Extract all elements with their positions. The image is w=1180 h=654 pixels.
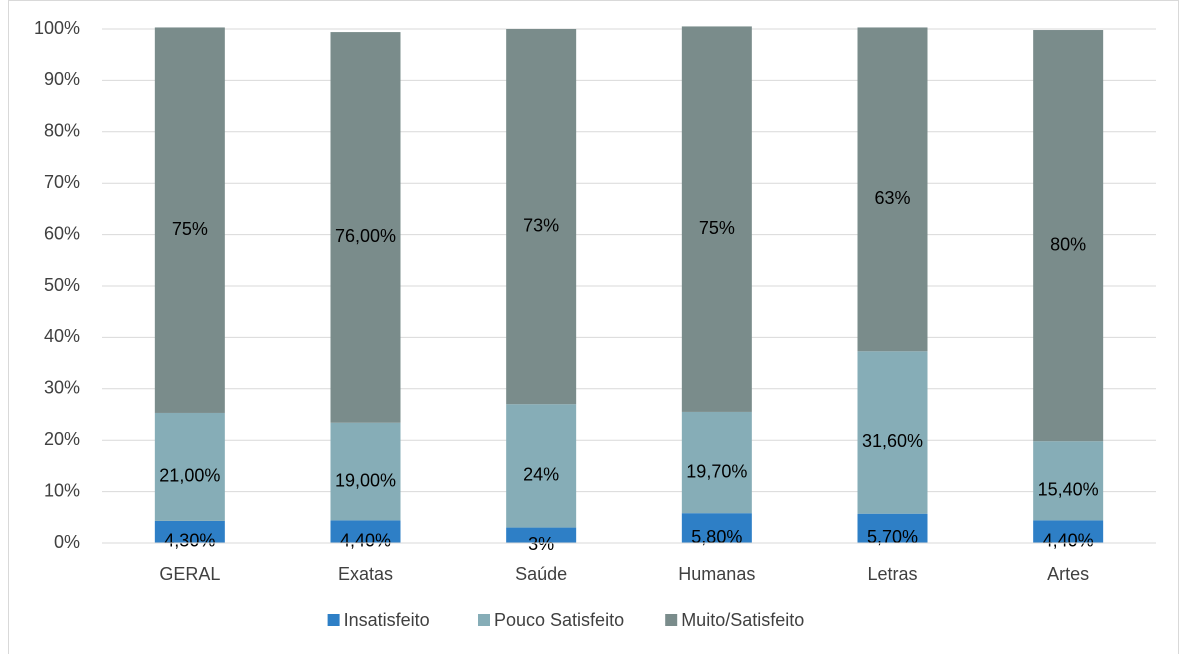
bar-segment	[330, 32, 401, 423]
bar-segment	[330, 520, 401, 543]
legend-swatch	[327, 614, 340, 626]
data-label: 5,70%	[867, 527, 918, 547]
bar-segment	[1033, 441, 1104, 521]
data-label: 4,40%	[340, 530, 391, 550]
bar-segment	[857, 513, 928, 543]
x-tick-label: Artes	[1047, 564, 1089, 584]
y-tick-label: 20%	[44, 429, 80, 449]
data-label: 4,40%	[1043, 530, 1094, 550]
data-label: 5,80%	[691, 527, 742, 547]
legend-swatch	[478, 614, 490, 626]
data-label: 80%	[1050, 234, 1086, 254]
legend-label: Insatisfeito	[344, 610, 430, 630]
bar-segment	[1033, 30, 1104, 442]
bar-segment	[154, 27, 225, 413]
y-tick-label: 100%	[34, 18, 80, 38]
data-label: 75%	[172, 219, 208, 239]
bar-segment	[506, 404, 577, 528]
y-tick-label: 80%	[44, 121, 80, 141]
bar-segment	[1033, 520, 1104, 543]
y-tick-label: 50%	[44, 275, 80, 295]
legend-label: Pouco Satisfeito	[494, 610, 624, 630]
bar-segment	[154, 412, 225, 521]
legend-label: Muito/Satisfeito	[681, 610, 804, 630]
y-tick-label: 30%	[44, 378, 80, 398]
bar-segment	[506, 527, 577, 543]
data-label: 24%	[523, 465, 559, 485]
data-label: 3%	[528, 534, 554, 554]
bar-segment	[681, 513, 752, 543]
x-tick-label: Saúde	[515, 564, 567, 584]
x-tick-label: Exatas	[338, 564, 393, 584]
y-tick-label: 60%	[44, 223, 80, 243]
bar-segment	[506, 29, 577, 405]
chart-border	[8, 0, 1179, 654]
data-label: 4,30%	[164, 531, 215, 551]
bar-segment	[681, 411, 752, 514]
x-tick-label: Letras	[867, 564, 917, 584]
y-tick-label: 90%	[44, 69, 80, 89]
bar-segment	[681, 26, 752, 412]
bar-segment	[154, 520, 225, 543]
x-tick-label: GERAL	[159, 564, 220, 584]
y-tick-label: 70%	[44, 172, 80, 192]
x-tick-label: Humanas	[678, 564, 755, 584]
y-tick-label: 0%	[54, 532, 80, 552]
data-label: 19,70%	[686, 461, 747, 481]
data-label: 19,00%	[335, 470, 396, 490]
data-label: 63%	[874, 188, 910, 208]
bar-segment	[857, 27, 928, 352]
bar-segment	[857, 351, 928, 514]
data-label: 73%	[523, 215, 559, 235]
bar-segment	[330, 422, 401, 521]
y-tick-label: 40%	[44, 326, 80, 346]
data-label: 75%	[699, 218, 735, 238]
y-tick-label: 10%	[44, 480, 80, 500]
legend-swatch	[665, 614, 678, 626]
data-label: 15,40%	[1038, 480, 1099, 500]
data-label: 76,00%	[335, 226, 396, 246]
data-label: 21,00%	[159, 466, 220, 486]
data-label: 31,60%	[862, 431, 923, 451]
